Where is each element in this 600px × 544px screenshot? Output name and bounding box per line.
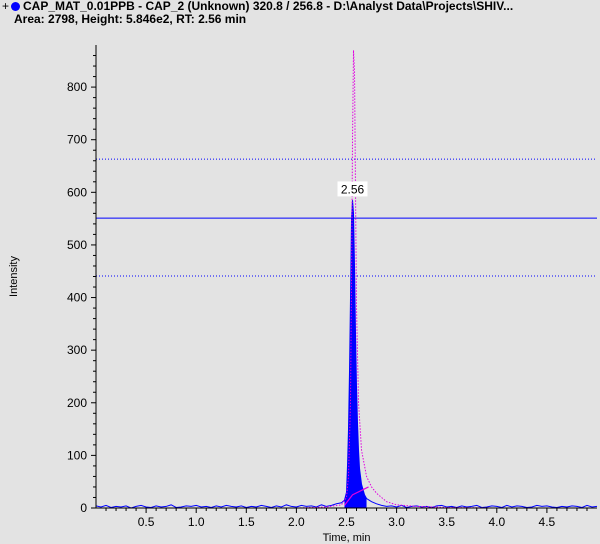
series-layer — [95, 50, 598, 509]
trace-header-line2: Area: 2798, Height: 5.846e2, RT: 2.56 mi… — [14, 12, 247, 26]
annotations: 2.56 — [337, 181, 368, 197]
series-marker-icon — [11, 2, 20, 11]
y-axis-title: Intensity — [8, 256, 20, 297]
y-tick-label-8: 800 — [67, 80, 87, 94]
y-tick-label-3: 300 — [67, 343, 87, 357]
x-tick-label-6: 3.5 — [438, 515, 455, 529]
y-tick-label-4: 400 — [67, 291, 87, 305]
series-line-2 — [344, 486, 369, 506]
peak-label-box — [337, 181, 368, 197]
trace-title: CAP_MAT_0.01PPB - CAP_2 (Unknown) 320.8 … — [23, 0, 514, 13]
x-tick-label-8: 4.5 — [539, 515, 556, 529]
x-tick-label-7: 4.0 — [488, 515, 505, 529]
x-tick-label-0: 0.5 — [138, 515, 155, 529]
x-tick-label-3: 2.0 — [288, 515, 305, 529]
axes: 0.5 1.0 1.5 2.0 2.5 3.0 3.5 4.0 4.5 0 100 200 300 400… — [67, 45, 597, 529]
x-axis-title: Time, min — [323, 532, 371, 544]
y-tick-label-7: 700 — [67, 133, 87, 147]
x-tick-label-4: 2.5 — [338, 515, 355, 529]
x-tick-label-1: 1.0 — [188, 515, 205, 529]
y-tick-label-2: 200 — [67, 396, 87, 410]
threshold-lines — [96, 158, 597, 277]
trace-header-line1: + CAP_MAT_0.01PPB - CAP_2 (Unknown) 320.8… — [2, 0, 598, 13]
peak-label: 2.56 — [341, 182, 365, 196]
y-tick-label-5: 500 — [67, 238, 87, 252]
plot-background — [96, 45, 597, 508]
series-line-1 — [96, 50, 597, 509]
expand-icon[interactable]: + — [2, 0, 10, 13]
y-tick-label-6: 600 — [67, 185, 87, 199]
trace-header: + CAP_MAT_0.01PPB - CAP_2 (Unknown) 320.8… — [2, 0, 598, 26]
y-tick-label-1: 100 — [67, 448, 87, 462]
plot-area — [96, 45, 597, 508]
x-tick-label-2: 1.5 — [238, 515, 255, 529]
x-tick-label-5: 3.0 — [388, 515, 405, 529]
series-line-0 — [95, 200, 598, 509]
y-tick-label-0: 0 — [80, 501, 87, 515]
